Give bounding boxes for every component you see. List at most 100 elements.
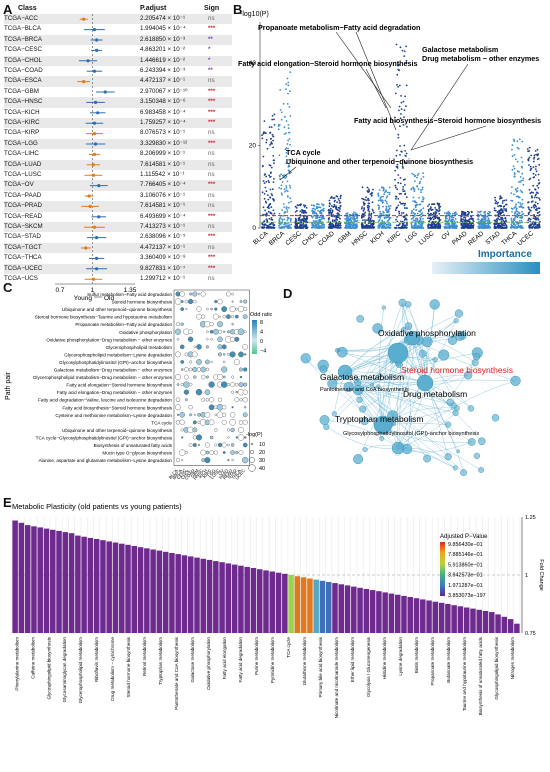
- manhattan-point: [318, 203, 320, 206]
- manhattan-point: [511, 208, 514, 210]
- manhattan-point: [272, 181, 275, 184]
- manhattan-point: [350, 218, 352, 220]
- forest-row: TCGA−ACC 2.205474 × 10⁻¹ ns: [4, 14, 232, 25]
- manhattan-point: [448, 219, 451, 221]
- fold-bar: [150, 549, 156, 633]
- row-class: TCGA−PRAD: [4, 202, 42, 210]
- manhattan-point: [377, 199, 380, 202]
- dot-cell: [178, 449, 186, 456]
- manhattan-point: [534, 216, 537, 218]
- row-sign: ns: [208, 160, 215, 168]
- manhattan-point: [488, 210, 490, 213]
- manhattan-point: [405, 61, 408, 64]
- manhattan-point: [282, 214, 285, 217]
- manhattan-point: [321, 203, 323, 205]
- manhattan-point: [403, 109, 406, 111]
- manhattan-point: [272, 146, 274, 149]
- manhattan-point: [534, 188, 537, 191]
- manhattan-point: [521, 202, 524, 205]
- manhattan-point: [361, 225, 363, 228]
- forest-tick: 0.7: [55, 287, 64, 292]
- manhattan-point: [502, 224, 505, 227]
- fold-bar: [225, 563, 232, 633]
- effect-point: [92, 28, 97, 32]
- manhattan-point: [436, 209, 438, 212]
- manhattan-point: [360, 216, 363, 219]
- manhattan-point: [427, 212, 429, 215]
- manhattan-point: [403, 144, 406, 147]
- row-padj: 8.076573 × 10⁻¹: [140, 129, 186, 137]
- dot-col-label: COAD: [184, 468, 196, 481]
- pathway-label: Steroid hormone biosynthesis: [126, 636, 131, 697]
- manhattan-point: [283, 212, 286, 214]
- dot-cell: [175, 404, 181, 411]
- dot-cell: [206, 330, 209, 333]
- manhattan-point: [263, 224, 266, 227]
- manhattan-point: [522, 179, 524, 182]
- manhattan-point: [270, 141, 273, 144]
- manhattan-point: [532, 166, 535, 169]
- manhattan-point: [534, 222, 536, 225]
- row-class: TCGA−KIRP: [4, 129, 40, 137]
- manhattan-point: [286, 195, 289, 198]
- manhattan-point: [368, 211, 371, 213]
- manhattan-point: [517, 147, 520, 150]
- manhattan-point: [420, 215, 423, 218]
- manhattan-point: [519, 226, 522, 229]
- manhattan-point: [516, 170, 519, 173]
- manhattan-point: [394, 184, 397, 187]
- dot-cell: [180, 383, 184, 387]
- dot-cell: [210, 307, 213, 311]
- manhattan-point: [314, 220, 316, 223]
- dot-cell: [208, 419, 215, 426]
- manhattan-x-label: THCA: [500, 230, 519, 247]
- network-node: [444, 453, 452, 461]
- manhattan-point: [504, 222, 506, 225]
- manhattan-point: [318, 221, 320, 224]
- dot-cell: [184, 367, 189, 372]
- manhattan-point: [437, 203, 440, 206]
- manhattan-point: [533, 224, 535, 227]
- network-node: [450, 402, 457, 409]
- manhattan-point: [389, 216, 392, 219]
- manhattan-point: [470, 216, 473, 218]
- manhattan-point: [313, 211, 316, 214]
- manhattan-point: [301, 209, 303, 212]
- manhattan-point: [384, 222, 387, 225]
- dot-cell: [208, 397, 215, 403]
- manhattan-point: [381, 227, 383, 229]
- manhattan-point: [533, 154, 536, 157]
- manhattan-point: [482, 225, 485, 228]
- effect-point: [97, 184, 101, 188]
- manhattan-point: [318, 210, 321, 213]
- manhattan-point: [514, 205, 517, 208]
- manhattan-point: [287, 147, 289, 150]
- manhattan-point: [452, 216, 455, 219]
- manhattan-point: [329, 197, 332, 199]
- manhattan-point: [530, 168, 533, 170]
- manhattan-point: [497, 205, 499, 208]
- manhattan-point: [534, 150, 537, 152]
- pair-label: Fatty acid elongation−Drug metabolism − …: [57, 390, 173, 395]
- manhattan-point: [438, 205, 441, 208]
- row-sign: ns: [208, 15, 215, 22]
- dot-cell: [197, 443, 201, 447]
- fold-bar: [238, 565, 244, 633]
- manhattan-point: [339, 217, 341, 220]
- manhattan-point: [518, 180, 520, 183]
- fold-bar: [382, 592, 388, 633]
- row-sign: ***: [208, 87, 216, 95]
- fold-bar: [112, 542, 119, 633]
- effect-point: [95, 256, 99, 260]
- manhattan-point: [420, 178, 423, 180]
- manhattan-point: [265, 141, 268, 144]
- manhattan-point: [419, 213, 422, 216]
- manhattan-point: [372, 222, 375, 225]
- manhattan-point: [273, 118, 275, 121]
- pair-label: Steroid hormone biosynthesis−Taurine and…: [35, 315, 172, 320]
- manhattan-point: [486, 215, 489, 218]
- fold-bar: [495, 614, 501, 633]
- manhattan-point: [311, 223, 314, 226]
- dot-cell: [175, 397, 181, 402]
- fold-bar: [369, 590, 376, 633]
